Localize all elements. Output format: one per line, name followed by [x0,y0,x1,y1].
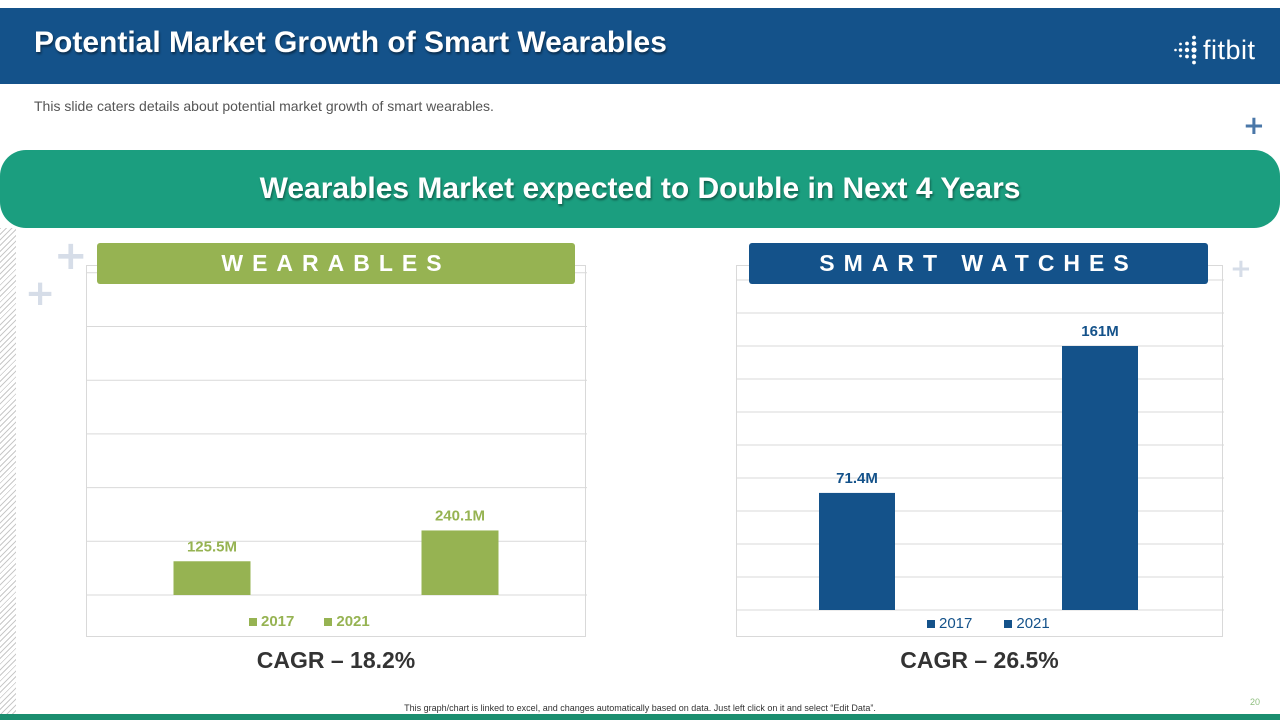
plus-icon: + [25,273,56,314]
data-label: 125.5M [187,538,237,555]
banner-text: Wearables Market expected to Double in N… [259,172,1021,205]
plus-icon: + [1243,111,1265,141]
data-label: 71.4M [836,470,878,487]
slide-subtitle: This slide caters details about potentia… [34,98,494,114]
bar-2021[interactable] [1062,345,1138,610]
legend-swatch [324,617,333,626]
smartwatches-header: SMART WATCHES [749,243,1208,284]
legend-label: 2017 [939,615,973,632]
bar-2021[interactable] [421,530,499,595]
wearables-chart-plot: 125.5M 240.1M [87,272,587,596]
wearables-header: WEARABLES [97,243,575,284]
legend-swatch [1004,619,1013,628]
legend-swatch [249,617,257,626]
legend-label: 2017 [261,613,295,630]
legend-label: 2021 [1016,615,1050,632]
fitbit-dots-icon [1174,35,1197,65]
legend-label: 2021 [336,613,370,630]
plus-icon: + [1230,254,1252,284]
smartwatches-chart[interactable]: 71.4M 161M 2017 2021 [736,265,1224,637]
bottom-bar [0,714,1280,720]
title-bar: Potential Market Growth of Smart Wearabl… [0,8,1280,84]
plus-icon: + [54,233,88,279]
footnote: This graph/chart is linked to excel, and… [404,703,876,713]
bar-2017[interactable] [819,492,895,610]
data-label: 161M [1081,323,1119,340]
chart-legend: 2017 2021 [249,613,400,630]
legend-swatch [927,619,935,628]
fitbit-logo: fitbit [1174,30,1274,70]
legend-item-2021: 2021 [1004,615,1050,632]
legend-item-2017: 2017 [249,613,294,630]
wearables-cagr: CAGR – 18.2% [256,647,416,673]
bar-2017[interactable] [173,561,251,595]
page-number: 20 [1250,697,1261,707]
headline-banner: Wearables Market expected to Double in N… [0,150,1280,228]
chart-legend: 2017 2021 [927,615,1080,632]
page-title: Potential Market Growth of Smart Wearabl… [34,26,667,59]
hatch-decoration [0,228,16,714]
top-strip [0,0,1280,8]
data-label: 240.1M [435,507,485,524]
smartwatches-cagr: CAGR – 26.5% [900,647,1059,673]
legend-item-2017: 2017 [927,615,972,632]
legend-item-2021: 2021 [324,613,370,630]
logo-text: fitbit [1203,34,1256,65]
smartwatches-chart-plot: 71.4M 161M [737,279,1224,611]
wearables-chart[interactable]: 125.5M 240.1M 2017 2021 [86,265,587,637]
